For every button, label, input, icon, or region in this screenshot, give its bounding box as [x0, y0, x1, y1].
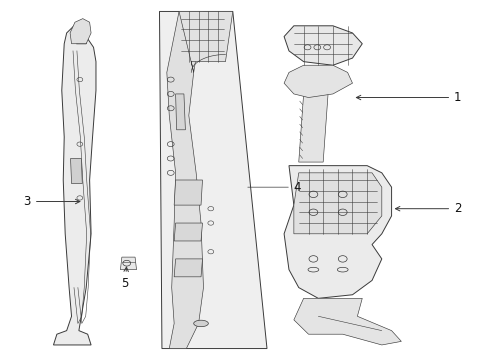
Polygon shape — [174, 259, 202, 277]
Text: 2: 2 — [395, 202, 462, 215]
Text: 4: 4 — [248, 181, 301, 194]
Text: 1: 1 — [356, 91, 462, 104]
Text: 3: 3 — [24, 195, 80, 208]
Polygon shape — [174, 180, 202, 205]
Polygon shape — [175, 94, 185, 130]
Polygon shape — [294, 298, 401, 345]
Polygon shape — [299, 94, 328, 162]
Polygon shape — [53, 26, 96, 345]
Text: 5: 5 — [122, 267, 129, 290]
Polygon shape — [121, 257, 137, 270]
Polygon shape — [167, 12, 203, 348]
Polygon shape — [284, 26, 362, 65]
Polygon shape — [70, 19, 91, 44]
Polygon shape — [294, 173, 382, 234]
Ellipse shape — [194, 320, 208, 327]
Polygon shape — [284, 166, 392, 298]
Polygon shape — [284, 65, 352, 98]
Polygon shape — [159, 12, 267, 348]
Polygon shape — [71, 158, 82, 184]
Polygon shape — [179, 12, 233, 72]
Polygon shape — [174, 223, 202, 241]
